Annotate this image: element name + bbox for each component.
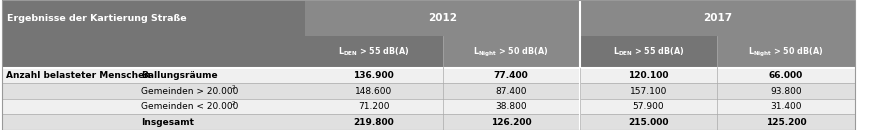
Text: 219.800: 219.800 bbox=[353, 118, 394, 127]
Text: Gemeinden > 20.000: Gemeinden > 20.000 bbox=[141, 86, 239, 96]
Bar bbox=[580, 36, 717, 68]
Bar bbox=[137, 68, 305, 83]
Bar bbox=[2, 0, 305, 36]
Bar bbox=[2, 114, 137, 130]
Bar bbox=[2, 68, 137, 83]
Bar bbox=[717, 114, 855, 130]
Bar bbox=[305, 114, 443, 130]
Bar bbox=[580, 68, 717, 83]
Text: 125.200: 125.200 bbox=[766, 118, 807, 127]
Bar bbox=[2, 83, 137, 99]
Text: 2012: 2012 bbox=[428, 13, 457, 23]
Bar bbox=[2, 99, 137, 114]
Bar bbox=[305, 68, 443, 83]
Bar bbox=[717, 36, 855, 68]
Text: L$_\mathregular{Night}$ > 50 dB(A): L$_\mathregular{Night}$ > 50 dB(A) bbox=[748, 46, 824, 58]
Text: Ballungsräume: Ballungsräume bbox=[141, 71, 218, 80]
Bar bbox=[442, 114, 580, 130]
Text: 93.800: 93.800 bbox=[770, 86, 801, 96]
Bar bbox=[580, 114, 717, 130]
Bar bbox=[717, 99, 855, 114]
Bar bbox=[442, 68, 580, 83]
Bar bbox=[442, 83, 580, 99]
Text: Ergebnisse der Kartierung Straße: Ergebnisse der Kartierung Straße bbox=[7, 14, 187, 23]
Bar bbox=[717, 83, 855, 99]
Text: 2: 2 bbox=[232, 101, 235, 106]
Bar bbox=[137, 83, 305, 99]
Bar bbox=[305, 83, 443, 99]
Bar bbox=[137, 114, 305, 130]
Bar bbox=[2, 36, 305, 68]
Text: L$_\mathregular{DEN}$ > 55 dB(A): L$_\mathregular{DEN}$ > 55 dB(A) bbox=[338, 46, 410, 58]
Text: 157.100: 157.100 bbox=[630, 86, 667, 96]
Text: 126.200: 126.200 bbox=[491, 118, 532, 127]
Bar bbox=[137, 99, 305, 114]
Bar bbox=[442, 99, 580, 114]
Text: 87.400: 87.400 bbox=[495, 86, 527, 96]
Text: L$_\mathregular{DEN}$ > 55 dB(A): L$_\mathregular{DEN}$ > 55 dB(A) bbox=[613, 46, 685, 58]
Bar bbox=[580, 83, 717, 99]
Bar bbox=[717, 68, 855, 83]
Text: Insgesamt: Insgesamt bbox=[141, 118, 194, 127]
Text: 66.000: 66.000 bbox=[769, 71, 803, 80]
Bar bbox=[580, 99, 717, 114]
Text: 31.400: 31.400 bbox=[770, 102, 801, 111]
Bar bbox=[305, 99, 443, 114]
Bar bbox=[442, 36, 580, 68]
Text: 2: 2 bbox=[232, 85, 235, 90]
Text: 71.200: 71.200 bbox=[358, 102, 390, 111]
Text: 148.600: 148.600 bbox=[355, 86, 392, 96]
Text: 77.400: 77.400 bbox=[494, 71, 528, 80]
Text: 38.800: 38.800 bbox=[495, 102, 527, 111]
Text: L$_\mathregular{Night}$ > 50 dB(A): L$_\mathregular{Night}$ > 50 dB(A) bbox=[473, 46, 549, 58]
Bar bbox=[580, 0, 855, 36]
Text: Anzahl belasteter Menschen: Anzahl belasteter Menschen bbox=[6, 71, 151, 80]
Bar bbox=[305, 0, 580, 36]
Text: 57.900: 57.900 bbox=[633, 102, 664, 111]
Text: 136.900: 136.900 bbox=[353, 71, 394, 80]
Text: 2017: 2017 bbox=[703, 13, 732, 23]
Text: 215.000: 215.000 bbox=[629, 118, 669, 127]
Bar bbox=[305, 36, 443, 68]
Text: 120.100: 120.100 bbox=[629, 71, 669, 80]
Text: Gemeinden < 20.000: Gemeinden < 20.000 bbox=[141, 102, 239, 111]
